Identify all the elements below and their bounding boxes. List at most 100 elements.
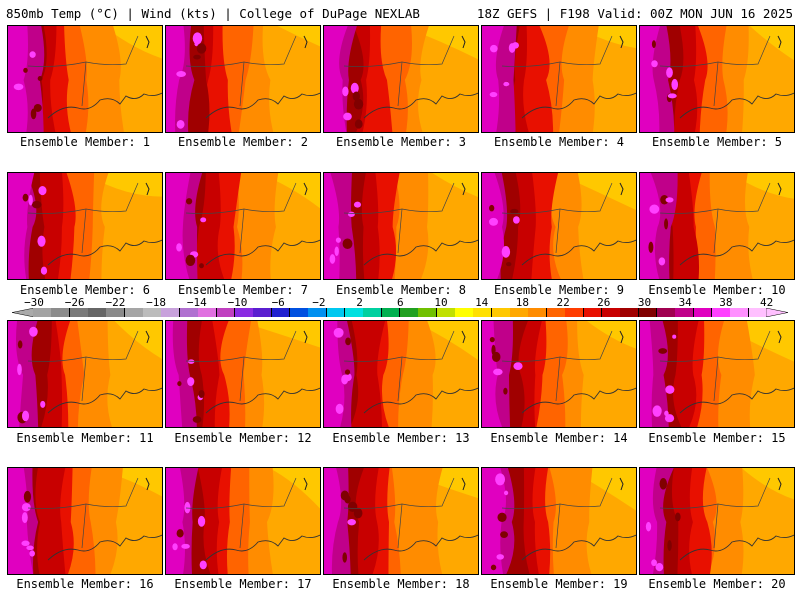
colorbar-swatch [363,308,383,317]
ensemble-member-label: Ensemble Member: 3 [335,135,467,149]
colorbar-left-arrow [12,308,34,317]
colorbar-swatch [161,308,181,317]
colorbar-right-arrow [766,308,788,317]
colorbar-swatch [675,308,695,317]
temperature-map [8,173,162,279]
ensemble-panel [639,172,795,280]
colorbar-swatch [565,308,584,317]
ensemble-panel [639,467,795,575]
colorbar-swatch [510,308,529,317]
ensemble-member-label: Ensemble Member: 16 [16,577,154,591]
ensemble-member-label: Ensemble Member: 14 [490,431,628,445]
ensemble-panel [481,172,637,280]
colorbar-swatch [455,308,474,317]
temperature-map [324,26,478,132]
colorbar-tick-label: −10 [227,296,248,309]
ensemble-member-label: Ensemble Member: 9 [493,283,625,297]
temperature-map [8,468,162,574]
temperature-map [482,26,636,132]
colorbar-tick-label: 26 [597,296,611,309]
model-run-info: 18Z GEFS | F198 Valid: 00Z MON JUN 16 20… [476,6,793,21]
colorbar-swatch [124,308,144,317]
ensemble-member-label: Ensemble Member: 8 [335,283,467,297]
ensemble-panel [7,320,163,428]
colorbar-swatch [638,308,658,317]
colorbar-swatch [711,308,731,317]
ensemble-member-label: Ensemble Member: 1 [19,135,151,149]
color-scale-bar [33,308,768,317]
colorbar-swatch [583,308,603,317]
colorbar-tick-label: −18 [146,296,167,309]
ensemble-member-label: Ensemble Member: 2 [177,135,309,149]
ensemble-panel [7,467,163,575]
ensemble-panel [639,25,795,133]
colorbar-swatch [88,308,107,317]
ensemble-panel [481,25,637,133]
colorbar-swatch [436,308,456,317]
colorbar-tick-label: −30 [24,296,44,309]
colorbar-swatch [326,308,346,317]
temperature-map [482,173,636,279]
map-title: 850mb Temp (°C) | Wind (kts) | College o… [6,6,420,21]
colorbar-swatch [400,308,419,317]
ensemble-member-label: Ensemble Member: 15 [648,431,786,445]
temperature-map [8,26,162,132]
ensemble-panel [323,467,479,575]
colorbar-tick-label: 42 [759,296,774,309]
ensemble-member-label: Ensemble Member: 7 [177,283,309,297]
colorbar-ticks: −30 −26 −22 −18 −14 −10 −6 −2 2 6 10 14 18 22 26 30 34 38… [0,296,800,309]
ensemble-member-label: Ensemble Member: 12 [174,431,312,445]
colorbar-tick-label: 38 [719,296,733,309]
colorbar-tick-label: −2 [312,296,326,309]
colorbar-swatch [143,308,162,317]
colorbar-tick-label: 14 [475,296,489,309]
ensemble-member-label: Ensemble Member: 17 [174,577,312,591]
temperature-map [324,173,478,279]
ensemble-member-label: Ensemble Member: 6 [19,283,151,297]
colorbar-swatch [198,308,217,317]
ensemble-member-label: Ensemble Member: 11 [16,431,154,445]
colorbar-tick-label: −14 [186,296,207,309]
ensemble-member-label: Ensemble Member: 10 [648,283,786,297]
temperature-map [166,468,320,574]
colorbar-swatch [546,308,566,317]
ensemble-panel [323,25,479,133]
colorbar-swatch [51,308,71,317]
temperature-map [166,173,320,279]
temperature-map [640,173,794,279]
temperature-map [166,26,320,132]
ensemble-panel [7,172,163,280]
ensemble-member-label: Ensemble Member: 4 [493,135,625,149]
temperature-map [640,468,794,574]
colorbar-swatch [289,308,309,317]
colorbar-swatch [69,308,89,317]
temperature-map [8,321,162,427]
colorbar-swatch [271,308,291,317]
ensemble-panel [481,320,637,428]
colorbar-swatch [693,308,713,317]
colorbar-swatch [308,308,328,317]
ensemble-panel [323,172,479,280]
colorbar-swatch [179,308,199,317]
ensemble-panel [481,467,637,575]
colorbar-swatch [344,308,364,317]
colorbar-swatch [381,308,401,317]
colorbar-swatch [33,308,52,317]
colorbar-tick-label: 10 [434,296,448,309]
ensemble-panel [323,320,479,428]
colorbar-swatch [656,308,676,317]
ensemble-member-label: Ensemble Member: 19 [490,577,628,591]
colorbar-swatch [106,308,126,317]
colorbar-swatch [601,308,621,317]
colorbar-tick-label: −26 [64,296,85,309]
colorbar-tick-label: 6 [396,296,404,309]
colorbar-swatch [216,308,236,317]
colorbar-tick-label: 22 [556,296,570,309]
temperature-map [166,321,320,427]
colorbar-tick-label: −6 [271,296,285,309]
colorbar-tick-label: 34 [678,296,692,309]
colorbar-swatch [473,308,493,317]
ensemble-member-label: Ensemble Member: 13 [332,431,470,445]
colorbar-tick-label: −22 [105,296,126,309]
colorbar-swatch [234,308,254,317]
